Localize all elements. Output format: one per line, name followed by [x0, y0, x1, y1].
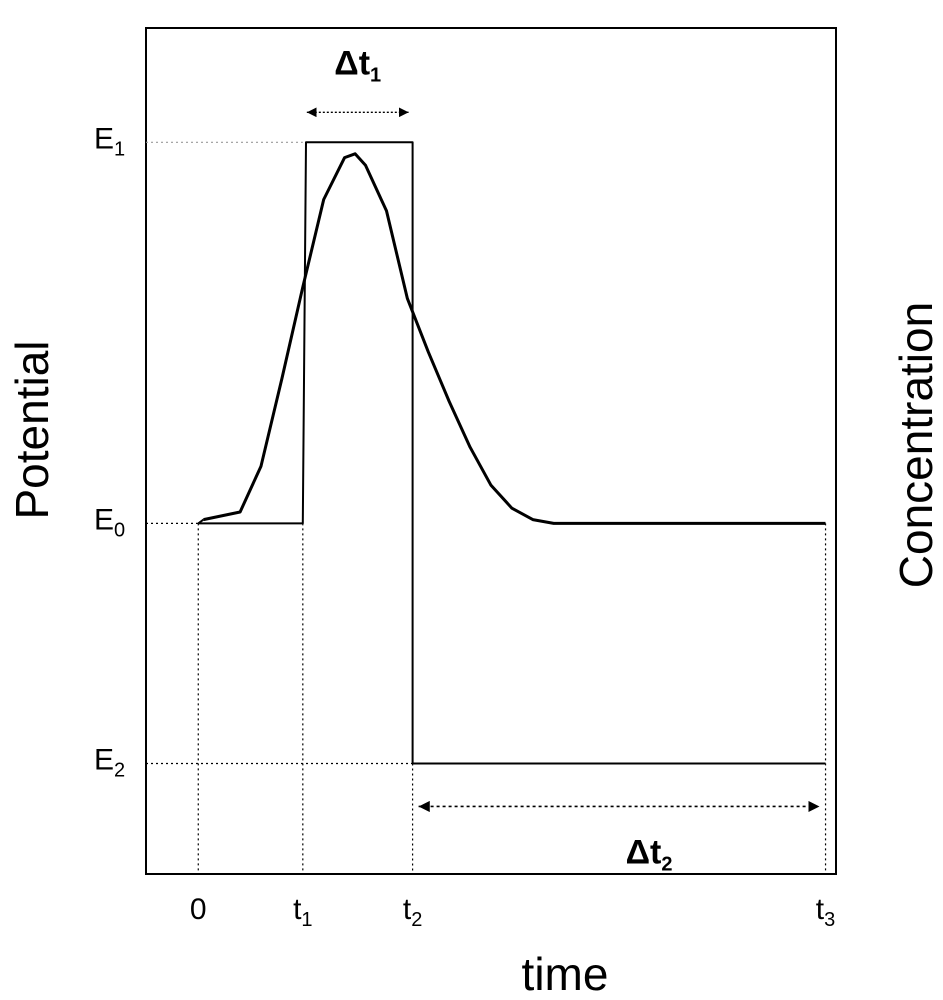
x-tick-label-t1-subscript: 1	[301, 909, 312, 931]
x-tick-label-0-base: 0	[190, 893, 207, 926]
plot-frame	[145, 27, 837, 875]
y-level-label-E0-base: E	[94, 503, 114, 536]
y-level-label-E2-subscript: 2	[114, 759, 125, 781]
x-tick-label-t2-base: t	[403, 893, 412, 926]
y-level-label-E2-base: E	[94, 743, 114, 776]
y-axis-title-right: Concentration	[890, 302, 942, 588]
x-tick-label-t1: t1	[293, 893, 312, 931]
x-axis-title: time	[522, 948, 609, 1000]
interval-label-dt1-base: Δt	[334, 44, 370, 82]
concentration-start	[197, 518, 205, 525]
x-tick-label-t1-base: t	[293, 893, 302, 926]
guide-lines	[146, 141, 827, 874]
y-level-label-E1-base: E	[94, 122, 114, 155]
y-level-label-E0: E0	[94, 503, 125, 541]
series-line-concentration	[203, 152, 826, 525]
interval-arrows	[306, 107, 820, 813]
interval-label-dt2: Δt2	[626, 833, 673, 875]
interval-label-dt2-base: Δt	[626, 833, 662, 871]
y-axis-title-left: Potential	[6, 340, 58, 519]
series-line-potential	[198, 141, 826, 765]
x-tick-label-t3-subscript: 3	[824, 909, 835, 931]
x-tick-label-t3-base: t	[816, 893, 825, 926]
y-level-label-E1: E1	[94, 122, 125, 160]
x-tick-label-t2: t2	[403, 893, 422, 931]
x-tick-label-0: 0	[190, 893, 207, 926]
interval-label-dt1: Δt1	[334, 44, 381, 86]
interval-label-dt1-subscript: 1	[370, 64, 381, 86]
series-group	[197, 141, 826, 765]
x-tick-label-t3: t3	[816, 893, 835, 931]
y-level-label-E0-subscript: 0	[114, 519, 125, 541]
y-level-label-E1-subscript: 1	[114, 138, 125, 160]
interval-label-dt2-subscript: 2	[661, 853, 672, 875]
y-level-label-E2: E2	[94, 743, 125, 781]
x-tick-label-t2-subscript: 2	[411, 909, 422, 931]
